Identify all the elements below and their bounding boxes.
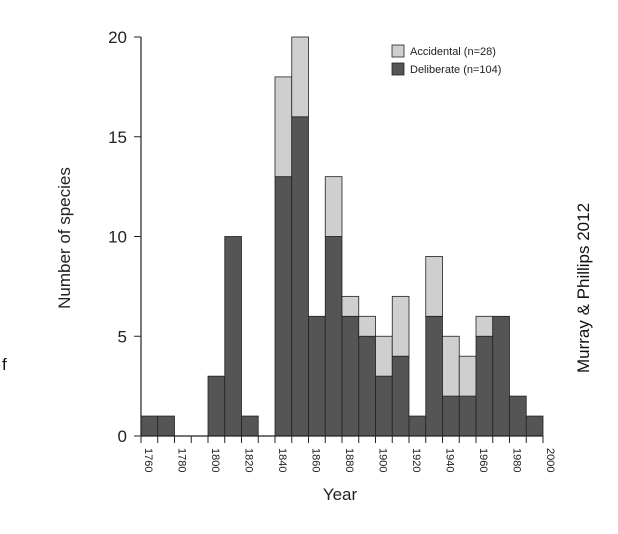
bar-deliberate-1800: [207, 375, 226, 437]
bar-accidental-1960: [475, 315, 494, 337]
bar-deliberate-1980: [509, 395, 527, 437]
x-ticks-group: 1760 1780 1800 1820 1840 1860 1880 1900 1920 1940…: [140, 436, 556, 472]
legend-label-deliberate: Deliberate (n=104): [410, 64, 501, 76]
bar-deliberate-1920: [408, 415, 427, 437]
legend-swatch-accidental: [391, 44, 405, 58]
bar-accidental-1840: [274, 76, 293, 178]
x-tick-label-1940: 1940: [444, 448, 456, 472]
x-axis-title: Year: [323, 485, 358, 504]
bar-deliberate-1930: [425, 315, 443, 437]
credit-text: Murray & Phillips 2012: [574, 203, 593, 373]
bar-deliberate-1890: [358, 335, 376, 437]
x-tick-label-1880: 1880: [343, 448, 355, 472]
bar-deliberate-1860: [308, 315, 326, 437]
bar-accidental-1900: [375, 335, 393, 377]
x-tick-label-1840: 1840: [276, 448, 288, 472]
bar-accidental-1930: [425, 256, 443, 317]
x-tick-label-1780: 1780: [176, 448, 188, 472]
bar-deliberate-1970: [492, 315, 510, 437]
y-tick-label-5: 5: [118, 327, 127, 346]
bar-deliberate-1820: [241, 415, 259, 437]
bar-accidental-1850: [291, 36, 309, 118]
bar-deliberate-1850: [291, 116, 309, 437]
y-tick-label-10: 10: [108, 228, 127, 247]
legend-label-accidental: Accidental (n=28): [410, 46, 496, 58]
x-tick-label-1760: 1760: [142, 448, 154, 472]
bar-deliberate-1840: [274, 176, 293, 437]
bar-deliberate-1770: [157, 415, 175, 437]
x-tick-label-1860: 1860: [310, 448, 322, 472]
bars-group: [140, 36, 544, 437]
bar-deliberate-1910: [391, 355, 410, 437]
x-tick-label-1800: 1800: [209, 448, 221, 472]
x-tick-label-1820: 1820: [243, 448, 255, 472]
bar-deliberate-1810: [224, 236, 242, 437]
x-tick-label-1960: 1960: [477, 448, 489, 472]
y-ticks-group: 0 5 10 15 20: [108, 28, 141, 446]
bar-deliberate-1990: [525, 415, 544, 437]
bar-accidental-1910: [391, 295, 410, 357]
bar-deliberate-1950: [458, 395, 477, 437]
x-tick-label-1920: 1920: [410, 448, 422, 472]
bar-accidental-1880: [341, 295, 360, 317]
y-axis-title: Number of species: [55, 167, 74, 309]
x-tick-label-1980: 1980: [511, 448, 523, 472]
bar-deliberate-1900: [375, 375, 393, 437]
legend: Accidental (n=28) Deliberate (n=104): [391, 44, 501, 76]
bar-accidental-1940: [442, 335, 460, 397]
bar-accidental-1950: [458, 355, 477, 397]
bar-deliberate-1760: [140, 415, 159, 437]
x-tick-label-1900: 1900: [377, 448, 389, 472]
bar-accidental-1890: [358, 315, 376, 337]
x-tick-label-2000: 2000: [544, 448, 556, 472]
bar-accidental-1870: [324, 176, 343, 237]
y-tick-label-0: 0: [118, 427, 127, 446]
stray-letter: f: [2, 355, 7, 374]
y-tick-label-20: 20: [108, 28, 127, 47]
bar-deliberate-1880: [341, 315, 360, 437]
y-tick-label-15: 15: [108, 128, 127, 147]
bar-deliberate-1870: [324, 236, 343, 437]
bar-deliberate-1960: [475, 335, 494, 437]
bar-deliberate-1940: [442, 395, 460, 437]
legend-swatch-deliberate: [391, 62, 405, 76]
